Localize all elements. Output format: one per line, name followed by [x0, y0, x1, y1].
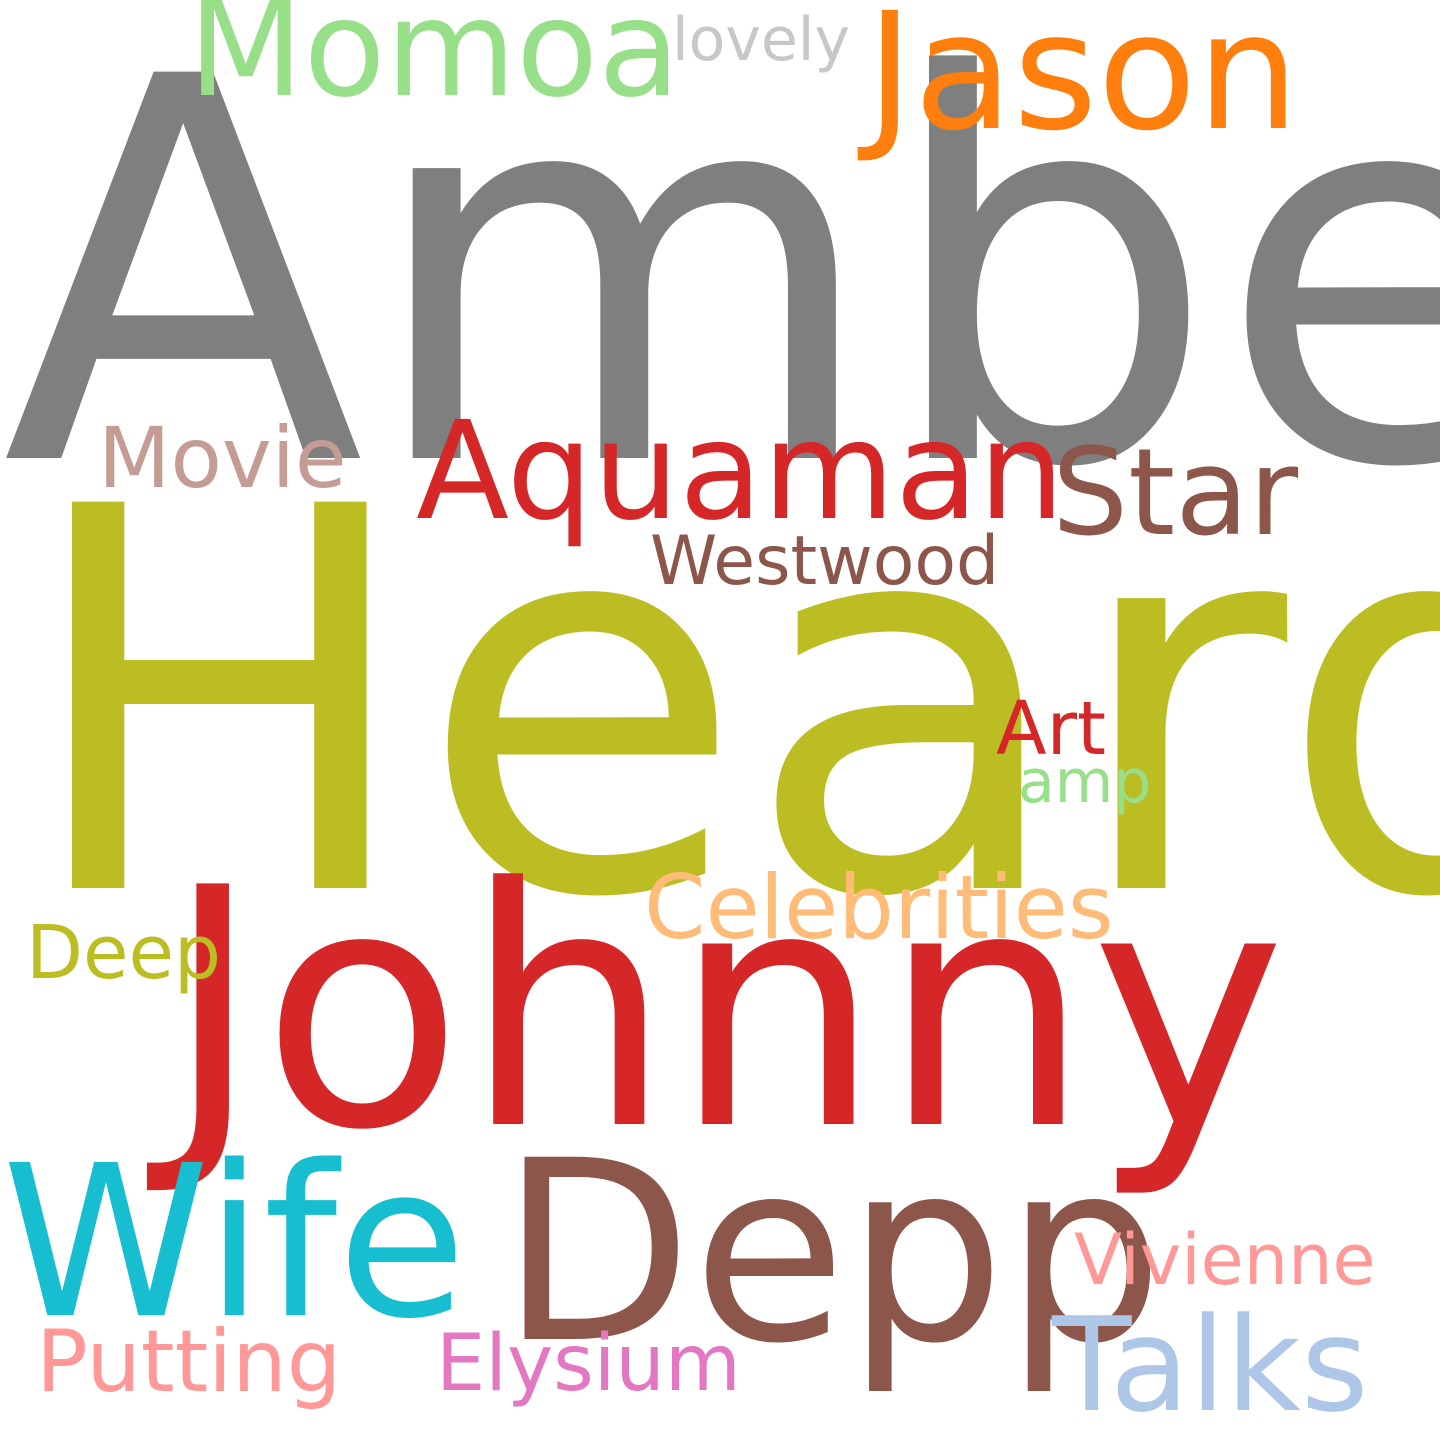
- word-jason: Jason: [866, 0, 1300, 167]
- word-westwood: Westwood: [650, 522, 1000, 601]
- word-johnny: Johnny: [164, 818, 1286, 1202]
- word-wife: Wife: [2, 1120, 467, 1365]
- word-deep: Deep: [26, 910, 222, 996]
- word-elysium: Elysium: [436, 1319, 741, 1409]
- word-vivienne: Vivienne: [1074, 1219, 1376, 1301]
- word-star: Star: [1052, 424, 1299, 563]
- word-heard: Heard: [20, 396, 1440, 1013]
- word-momoa: Momoa: [188, 0, 681, 127]
- word-art: Art: [996, 686, 1107, 772]
- word-amp: amp: [1018, 747, 1152, 817]
- word-talks: Talks: [1052, 1289, 1369, 1441]
- word-putting: Putting: [36, 1312, 342, 1412]
- word-lovely: lovely: [672, 5, 850, 75]
- word-aquaman: Aquaman: [416, 393, 1065, 551]
- word-celebrities: Celebrities: [644, 856, 1114, 959]
- word-depp: Depp: [500, 1107, 1164, 1398]
- word-movie: Movie: [98, 409, 347, 507]
- word-amber: Amber: [2, 0, 1440, 583]
